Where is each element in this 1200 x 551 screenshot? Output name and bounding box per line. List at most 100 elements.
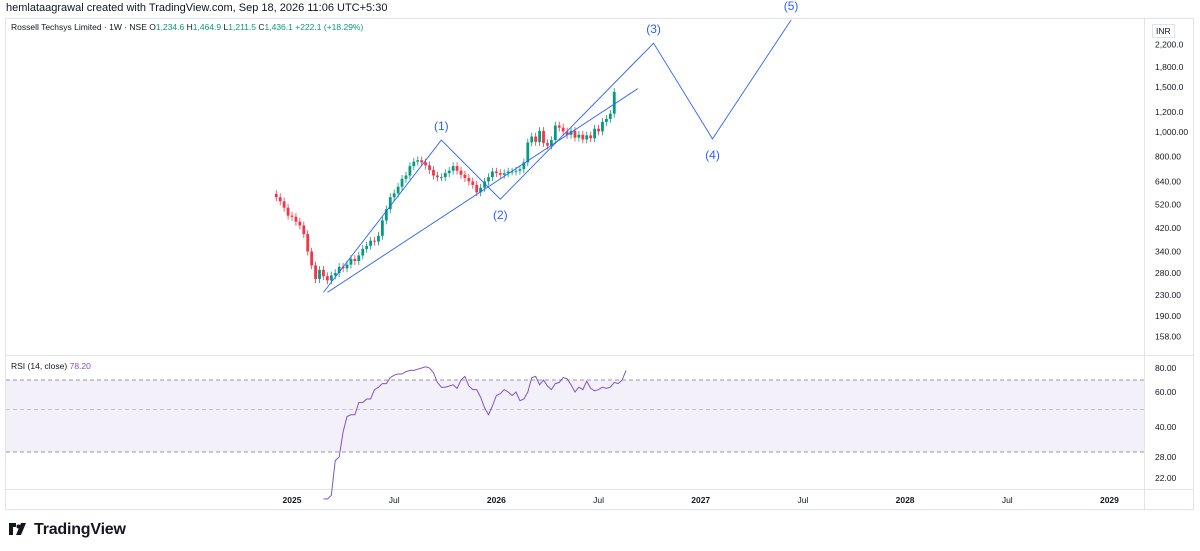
high-value: 1,464.9 xyxy=(192,22,222,32)
candle-body xyxy=(471,181,475,185)
candle-body xyxy=(353,258,357,262)
candle-body xyxy=(400,178,404,187)
candle-body xyxy=(420,160,424,163)
rsi-tick-label: 60.00 xyxy=(1155,387,1177,397)
tradingview-brand[interactable]: TradingView xyxy=(7,521,126,539)
candle-body xyxy=(514,170,518,172)
pane-separator[interactable] xyxy=(5,355,1194,356)
rsi-value: 78.20 xyxy=(69,361,91,371)
candle-body xyxy=(581,134,585,140)
time-scale-border xyxy=(5,489,1194,490)
price-tick-label: 640.00 xyxy=(1155,176,1181,186)
chart-frame[interactable] xyxy=(5,18,1194,510)
price-tick-label: 230.00 xyxy=(1155,290,1181,300)
price-tick-label: 2,200.0 xyxy=(1155,40,1184,50)
low-label: L xyxy=(223,22,229,32)
candle-body xyxy=(408,166,412,176)
candle-body xyxy=(557,125,561,128)
elliott-wave-line xyxy=(323,19,792,293)
candle-body xyxy=(494,171,498,174)
candle-body xyxy=(416,160,420,162)
candle-body xyxy=(329,275,333,281)
candle-body xyxy=(286,207,290,216)
candle-body xyxy=(384,209,388,221)
candle-body xyxy=(404,175,408,179)
candle-body xyxy=(432,169,435,176)
candle-body xyxy=(593,128,597,139)
candle-body xyxy=(451,166,455,171)
price-tick-label: 520.00 xyxy=(1155,199,1181,209)
candle-body xyxy=(597,128,600,132)
rsi-band-fill xyxy=(6,380,1144,452)
candle-body xyxy=(443,173,447,178)
candle-body xyxy=(333,273,337,276)
candle-body xyxy=(439,177,443,179)
candle-body xyxy=(475,184,479,193)
candle-body xyxy=(479,187,483,193)
candle-body xyxy=(337,266,341,273)
candle-body xyxy=(302,225,306,235)
wave-label-1: (1) xyxy=(434,119,449,133)
candle-body xyxy=(487,177,490,182)
time-tick-label: 2026 xyxy=(487,495,506,505)
candle-body xyxy=(491,171,494,178)
time-tick-label: 2029 xyxy=(1100,495,1119,505)
wave-label-5: (5) xyxy=(784,0,799,13)
candle-body xyxy=(274,193,278,198)
candle-body xyxy=(365,245,369,249)
price-tick-label: 280.00 xyxy=(1155,268,1181,278)
rsi-tick-label: 28.00 xyxy=(1155,452,1177,462)
price-tick-label: 420.00 xyxy=(1155,223,1181,233)
time-tick-label: 2028 xyxy=(896,495,915,505)
price-tick-label: 340.00 xyxy=(1155,246,1181,256)
candle-body xyxy=(349,258,353,265)
high-label: H xyxy=(186,22,193,32)
candle-body xyxy=(447,170,451,174)
candle-body xyxy=(585,135,589,140)
candle-body xyxy=(392,193,396,198)
currency-badge[interactable]: INR xyxy=(1152,24,1175,38)
candle-body xyxy=(373,240,376,242)
candle-body xyxy=(278,197,282,202)
time-tick-label: 2027 xyxy=(691,495,710,505)
candle-body xyxy=(412,161,416,167)
candles-group xyxy=(274,88,616,285)
price-tick-label: 1,000.00 xyxy=(1155,127,1188,137)
rsi-label[interactable]: RSI (14, close) xyxy=(11,361,68,371)
candle-body xyxy=(369,240,372,246)
candle-body xyxy=(502,173,506,175)
candle-body xyxy=(530,136,534,143)
candle-body xyxy=(310,251,314,266)
candle-body xyxy=(298,221,302,226)
candle-body xyxy=(601,121,604,132)
candle-body xyxy=(459,170,463,175)
candle-body xyxy=(561,127,565,132)
candle-body xyxy=(553,125,557,141)
candle-body xyxy=(589,135,593,139)
candle-body xyxy=(455,166,459,171)
candle-body xyxy=(396,186,400,194)
candle-body xyxy=(467,178,471,182)
candle-body xyxy=(318,269,321,280)
rsi-line xyxy=(323,366,627,500)
time-tick-label: Jul xyxy=(389,495,400,505)
candle-body xyxy=(345,264,349,269)
symbol-legend[interactable]: Rossell Techsys Limited · 1W · NSE O1,23… xyxy=(11,22,363,32)
candle-body xyxy=(325,276,329,281)
low-value: 1,211.5 xyxy=(228,22,256,32)
candle-body xyxy=(506,171,510,174)
wave-label-2: (2) xyxy=(493,208,508,222)
rsi-tick-label: 22.00 xyxy=(1155,473,1177,483)
price-scale-border xyxy=(1144,18,1145,510)
rsi-tick-label: 40.00 xyxy=(1155,422,1177,432)
symbol-title[interactable]: Rossell Techsys Limited · 1W · NSE xyxy=(11,22,147,32)
rsi-legend[interactable]: RSI (14, close) 78.20 xyxy=(11,361,91,371)
candle-body xyxy=(463,174,467,179)
open-value: 1,234.6 xyxy=(155,22,185,32)
candle-body xyxy=(314,265,317,280)
candle-body xyxy=(608,113,612,119)
candle-body xyxy=(510,171,514,173)
candle-body xyxy=(605,118,608,122)
candle-body xyxy=(542,130,545,144)
